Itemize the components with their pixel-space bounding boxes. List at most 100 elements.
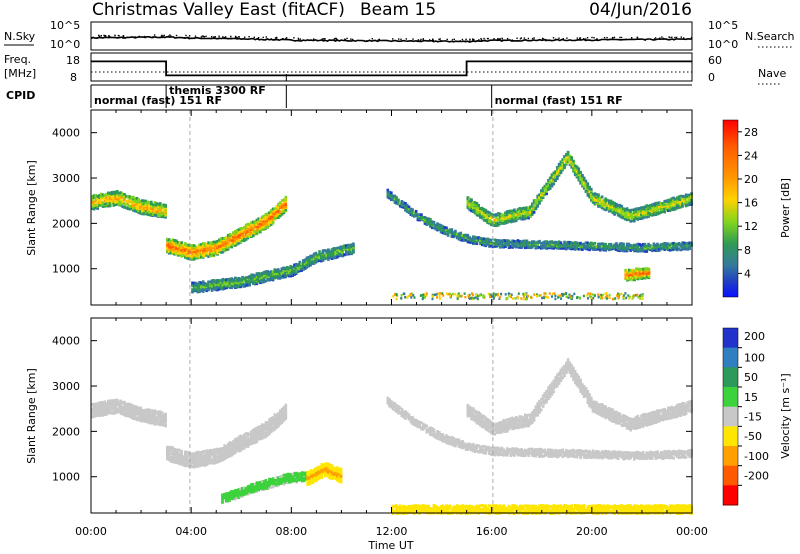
ground-scatter — [551, 295, 553, 298]
cell-4 — [543, 187, 547, 191]
cell-2 — [221, 279, 225, 283]
cell-3 — [586, 241, 590, 245]
cell-3 — [556, 243, 559, 246]
cell-2 — [277, 268, 280, 271]
cell-2 — [260, 276, 264, 279]
cell-4 — [658, 205, 661, 209]
cell-1 — [223, 248, 226, 251]
cell-3 — [477, 239, 480, 242]
cell-1 — [268, 223, 271, 226]
cell-4 — [498, 212, 502, 216]
cell-3 — [538, 239, 541, 243]
cell-3 — [500, 242, 504, 246]
cell-0 — [96, 413, 99, 417]
cell-2 — [243, 279, 246, 282]
cell-3 — [434, 224, 437, 227]
cell-1 — [198, 255, 201, 258]
cell-2 — [230, 285, 234, 288]
cell-4 — [556, 175, 559, 178]
cell-3 — [679, 243, 683, 247]
cell-0 — [107, 402, 110, 406]
cell-4 — [509, 209, 513, 213]
cell-4 — [634, 210, 638, 214]
ground-scatter — [568, 293, 571, 296]
cell-2 — [205, 287, 209, 291]
cell-1 — [178, 249, 182, 253]
cell-1 — [237, 228, 241, 231]
cell-4 — [532, 211, 536, 214]
cell-0 — [119, 404, 123, 408]
ground-scatter — [545, 295, 548, 299]
cell-3 — [393, 197, 397, 200]
cell-4 — [658, 211, 661, 215]
cell-0 — [103, 402, 107, 405]
cell-3 — [658, 249, 661, 252]
cell-4 — [497, 218, 500, 221]
cell-2 — [328, 250, 332, 254]
cell-0 — [128, 415, 132, 418]
cell-4 — [557, 172, 561, 175]
y-tick-label: 4000 — [52, 127, 80, 140]
cell-4 — [531, 213, 534, 216]
cell-0 — [98, 204, 101, 207]
cell-3 — [654, 246, 657, 250]
cell-3 — [652, 242, 656, 246]
cell-2 — [275, 268, 278, 272]
cell-0 — [92, 194, 96, 198]
cell-4 — [531, 206, 534, 210]
cell-0 — [98, 194, 101, 197]
cell-1 — [262, 217, 266, 220]
cell-2 — [293, 265, 296, 268]
cell-3 — [649, 246, 652, 250]
cell-1 — [243, 228, 246, 231]
cell-0 — [114, 194, 117, 198]
cell-0 — [107, 411, 110, 415]
ground-scatter — [557, 296, 560, 299]
cell-1 — [193, 247, 196, 250]
cell-4 — [645, 209, 649, 212]
cell-0 — [128, 195, 132, 199]
cell-2 — [205, 282, 209, 286]
ground-scatter — [588, 295, 591, 298]
cell-2 — [269, 270, 273, 273]
cell-3 — [599, 244, 602, 248]
cell-4 — [498, 217, 502, 220]
cell-2 — [327, 255, 330, 259]
nsearch-point — [160, 35, 163, 37]
cell-1 — [209, 252, 212, 256]
cell-3 — [573, 241, 577, 244]
cell-0 — [132, 201, 135, 205]
cell-1 — [178, 248, 182, 251]
cell-2 — [305, 264, 309, 267]
nsearch-point — [351, 38, 354, 41]
cell-1 — [212, 240, 216, 244]
cell-3 — [420, 214, 423, 218]
cell-0 — [92, 200, 96, 204]
ground-scatter — [431, 297, 434, 301]
cell-1 — [241, 239, 244, 242]
cell-3 — [643, 248, 647, 251]
cell-4 — [663, 207, 666, 210]
cell-1 — [203, 244, 207, 248]
cell-1 — [259, 219, 262, 223]
cell-4 — [536, 198, 539, 202]
cell-1 — [228, 245, 232, 248]
cell-4 — [541, 188, 545, 192]
cell-0 — [108, 408, 112, 412]
cell-2 — [266, 278, 269, 282]
cell-4 — [561, 161, 564, 165]
cell-2 — [334, 247, 337, 250]
cell-4 — [556, 177, 559, 180]
cell-5 — [626, 273, 629, 277]
cell-0 — [150, 210, 153, 213]
cell-0 — [117, 191, 121, 195]
cell-0 — [144, 209, 148, 213]
cell-1 — [189, 257, 192, 261]
nsearch-point — [675, 36, 678, 39]
ground-scatter — [395, 293, 398, 296]
cell-4 — [484, 213, 488, 217]
cell-2 — [209, 284, 212, 287]
cell-4 — [599, 199, 602, 202]
cell-4 — [536, 201, 539, 205]
